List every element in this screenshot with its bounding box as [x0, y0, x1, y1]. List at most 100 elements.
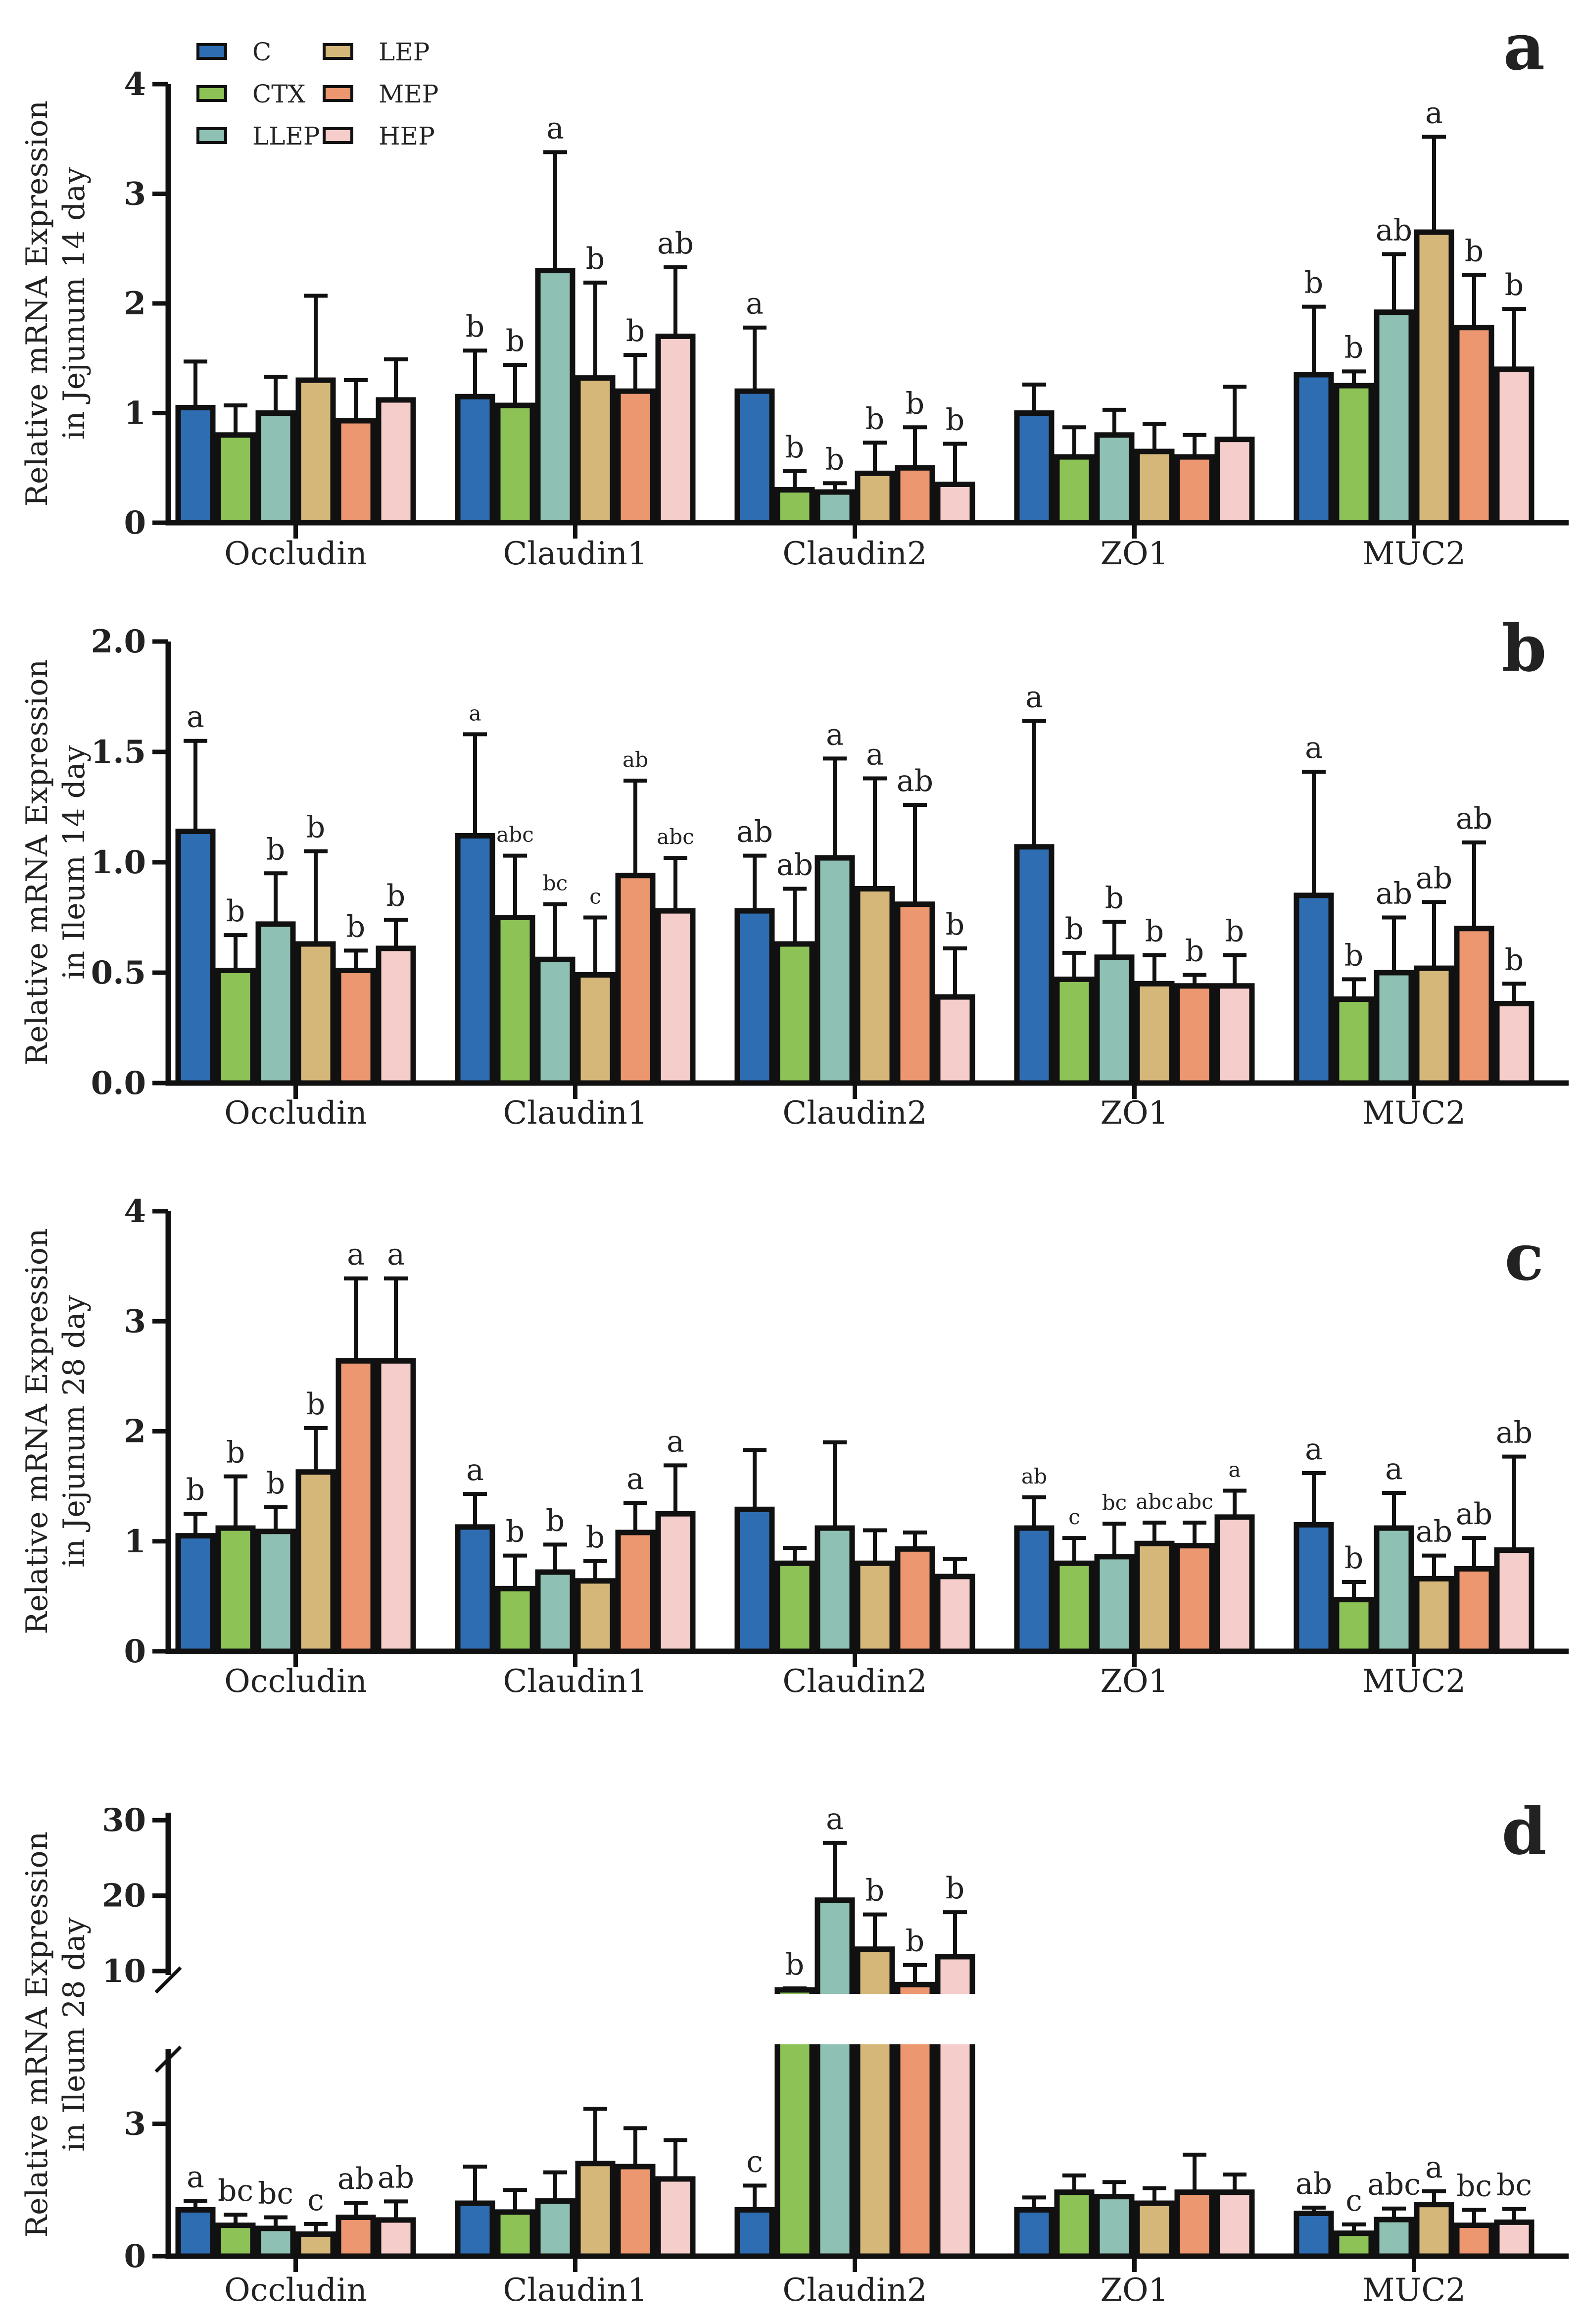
bar-lep — [295, 2231, 336, 2259]
x-tick-label: Occludin — [224, 1095, 367, 1132]
x-tick-label: Claudin2 — [782, 1095, 927, 1132]
significance-label: ab — [897, 764, 933, 798]
bar-lep — [1414, 229, 1454, 526]
legend-label: MEP — [379, 80, 438, 108]
legend-swatch-mep — [323, 85, 353, 102]
x-tick-label: ZO1 — [1101, 1095, 1169, 1132]
bar-llep — [255, 410, 296, 526]
significance-label: b — [266, 1466, 285, 1501]
bar-hep — [935, 481, 975, 526]
significance-label: abc — [1367, 2168, 1421, 2202]
bar-llep — [255, 921, 296, 1086]
bar-mep — [1174, 1543, 1215, 1654]
bar-llep — [535, 1569, 575, 1654]
bar-llep — [815, 489, 855, 526]
bar-llep — [1094, 2194, 1135, 2259]
bar-c — [175, 2207, 216, 2259]
bar-mep — [1174, 454, 1215, 526]
bar-lep — [1134, 1540, 1175, 1654]
bar-ctx — [1054, 454, 1095, 526]
bar-llep — [815, 1897, 855, 2259]
bar-hep — [376, 1358, 416, 1654]
bar-mep — [615, 873, 656, 1086]
significance-label: b — [306, 1387, 325, 1422]
bar-lep — [1134, 448, 1175, 526]
bar-lep — [1134, 981, 1175, 1086]
significance-label: c — [1068, 1505, 1080, 1529]
significance-label: b — [346, 909, 365, 944]
significance-label: a — [626, 1462, 644, 1496]
axis-break-mark — [154, 1966, 182, 1994]
bar-c — [1014, 844, 1055, 1086]
significance-label: ab — [1376, 213, 1412, 247]
bar-ctx — [1334, 996, 1374, 1086]
bar-hep — [655, 908, 696, 1086]
bar-c — [455, 833, 495, 1086]
significance-label: b — [1145, 914, 1164, 948]
panel-letter: a — [1503, 9, 1545, 85]
bar-llep — [1094, 954, 1135, 1086]
significance-label: b — [466, 309, 484, 344]
legend-label: LLEP — [252, 122, 320, 150]
bar-llep — [255, 1529, 296, 1654]
significance-label: abc — [496, 823, 533, 847]
bar-llep — [1374, 970, 1414, 1086]
significance-label: b — [785, 1947, 804, 1982]
bar-mep — [1174, 983, 1215, 1086]
bar-ctx — [1334, 1597, 1374, 1654]
bar-lep — [575, 375, 616, 526]
bar-ctx — [774, 941, 815, 1086]
significance-label: b — [946, 403, 964, 438]
bar-ctx — [215, 432, 256, 526]
bar-hep — [655, 2176, 696, 2259]
y-tick-label: 2 — [124, 285, 146, 322]
bar-ctx — [1054, 976, 1095, 1086]
significance-label: bc — [1102, 1490, 1127, 1515]
significance-label: bc — [218, 2174, 253, 2208]
bar-llep — [1374, 309, 1414, 526]
significance-label: b — [1225, 914, 1244, 948]
bar-lep — [575, 972, 616, 1086]
x-tick-label: Claudin2 — [782, 1663, 927, 1700]
bar-llep — [255, 2225, 296, 2259]
bar-ctx — [1334, 2230, 1374, 2259]
significance-label: ab — [1416, 861, 1452, 895]
significance-label: b — [1465, 234, 1484, 268]
y-tick-label: 0 — [124, 504, 146, 542]
significance-label: bc — [1456, 2169, 1492, 2203]
y-tick-label: 0.5 — [91, 954, 146, 991]
bar-lep — [295, 941, 336, 1086]
x-tick-label: Claudin1 — [503, 1095, 647, 1132]
bar-c — [175, 829, 216, 1086]
significance-label: b — [266, 832, 285, 867]
significance-label: a — [546, 111, 564, 146]
bar-mep — [1454, 325, 1494, 526]
significance-label: b — [1185, 934, 1204, 968]
significance-label: b — [186, 1473, 205, 1507]
significance-label: b — [865, 1874, 884, 1908]
significance-label: c — [307, 2183, 324, 2218]
bar-ctx — [774, 1560, 815, 1654]
bar-lep — [855, 1560, 895, 1654]
significance-label: b — [1304, 266, 1323, 300]
bar-mep — [1454, 1566, 1494, 1654]
significance-label: a — [347, 1237, 365, 1272]
significance-label: b — [906, 1924, 924, 1959]
bar-c — [1014, 2207, 1055, 2259]
significance-label: a — [469, 701, 481, 725]
significance-label: abc — [1136, 1489, 1173, 1514]
significance-label: b — [946, 1871, 964, 1906]
legend-label: C — [252, 38, 271, 66]
bar-mep — [895, 465, 935, 526]
bar-c — [734, 1506, 775, 1654]
significance-label: b — [1344, 330, 1363, 365]
significance-label: ab — [776, 848, 813, 883]
y-axis-label: Relative mRNA Expression — [20, 1831, 54, 2237]
significance-label: a — [826, 1802, 844, 1836]
bar-llep — [535, 268, 575, 526]
y-tick-label: 1.5 — [91, 734, 146, 771]
significance-label: bc — [258, 2176, 293, 2211]
bar-c — [734, 388, 775, 526]
significance-label: a — [1025, 680, 1043, 715]
